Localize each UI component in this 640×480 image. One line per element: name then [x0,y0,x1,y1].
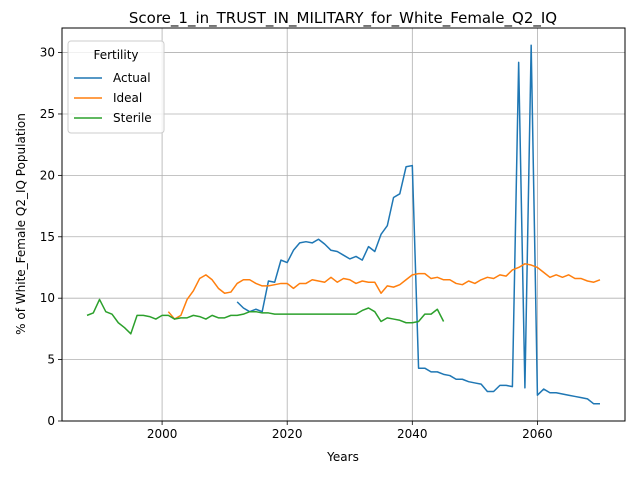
chart-title: Score_1_in_TRUST_IN_MILITARY_for_White_F… [129,9,557,28]
legend: Fertility Actual Ideal Sterile [67,40,165,134]
y-tick-label: 10 [40,291,55,305]
series-line-actual [236,44,600,405]
legend-label-actual: Actual [113,71,151,85]
axes-frame [61,27,626,422]
x-tick-label: 2000 [147,427,178,441]
series-lines [86,44,601,405]
y-tick-label: 5 [47,353,55,367]
legend-items: Actual Ideal Sterile [74,71,152,125]
legend-box [67,40,165,134]
y-tick-label: 20 [40,168,55,182]
x-tick-label: 2060 [522,427,553,441]
y-tick-label: 15 [40,230,55,244]
legend-label-sterile: Sterile [113,111,152,125]
legend-title: Fertility [93,48,138,62]
y-tick-label: 0 [47,414,55,428]
x-axis-label: Years [326,450,359,464]
series-line-sterile [86,298,445,335]
y-tick-label: 30 [40,46,55,60]
series-line-ideal [167,263,601,320]
x-tick-label: 2020 [272,427,303,441]
x-tick-label: 2040 [397,427,428,441]
axis-ticks: 2000 2020 2040 2060 0 5 10 15 20 25 30 [40,46,553,441]
legend-label-ideal: Ideal [113,91,142,105]
y-axis-label: % of White_Female Q2_IQ Population [14,113,28,335]
y-tick-label: 25 [40,107,55,121]
